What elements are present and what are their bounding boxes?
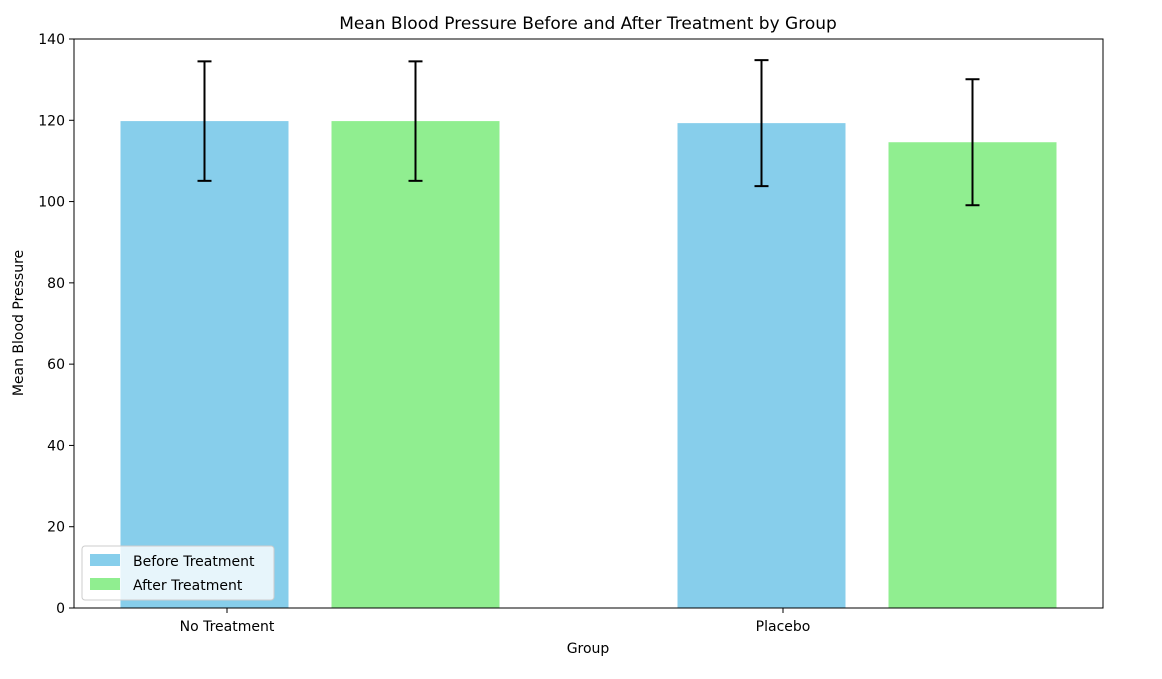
bar-after-no-treatment xyxy=(331,121,500,608)
plot-frame xyxy=(73,38,1104,609)
y-axis: 0 20 40 60 80 100 120 140 xyxy=(38,32,74,617)
bar-before-placebo xyxy=(677,123,846,609)
y-tick-label: 0 xyxy=(56,601,65,617)
bar-before-no-treatment xyxy=(120,121,289,608)
y-tick-label: 140 xyxy=(38,32,65,48)
legend-label-after: After Treatment xyxy=(133,578,243,594)
legend-swatch-after xyxy=(90,578,120,590)
y-tick-label: 20 xyxy=(47,520,65,536)
legend-label-before: Before Treatment xyxy=(133,554,255,570)
legend-box xyxy=(81,545,275,601)
x-axis: No Treatment Placebo xyxy=(180,608,811,635)
bar-after-placebo xyxy=(888,142,1057,609)
error-bar-after-placebo xyxy=(965,78,980,207)
x-tick-label: Placebo xyxy=(756,619,811,635)
x-axis-label: Group xyxy=(567,641,610,657)
bars-layer xyxy=(120,121,1057,609)
y-tick-label: 60 xyxy=(47,357,65,373)
y-axis-label: Mean Blood Pressure xyxy=(11,250,27,396)
error-bar-before-no-treatment xyxy=(197,60,212,182)
legend-swatch-before xyxy=(90,554,120,566)
error-bar-after-no-treatment xyxy=(408,60,423,182)
legend: Before Treatment After Treatment xyxy=(81,545,275,601)
y-tick-label: 100 xyxy=(38,195,65,211)
error-bars-layer xyxy=(197,59,980,207)
y-tick-label: 40 xyxy=(47,438,65,454)
chart-title: Mean Blood Pressure Before and After Tre… xyxy=(339,14,837,34)
error-bar-before-placebo xyxy=(754,59,769,188)
y-tick-label: 80 xyxy=(47,276,65,292)
x-tick-label: No Treatment xyxy=(180,619,275,635)
y-tick-label: 120 xyxy=(38,113,65,129)
